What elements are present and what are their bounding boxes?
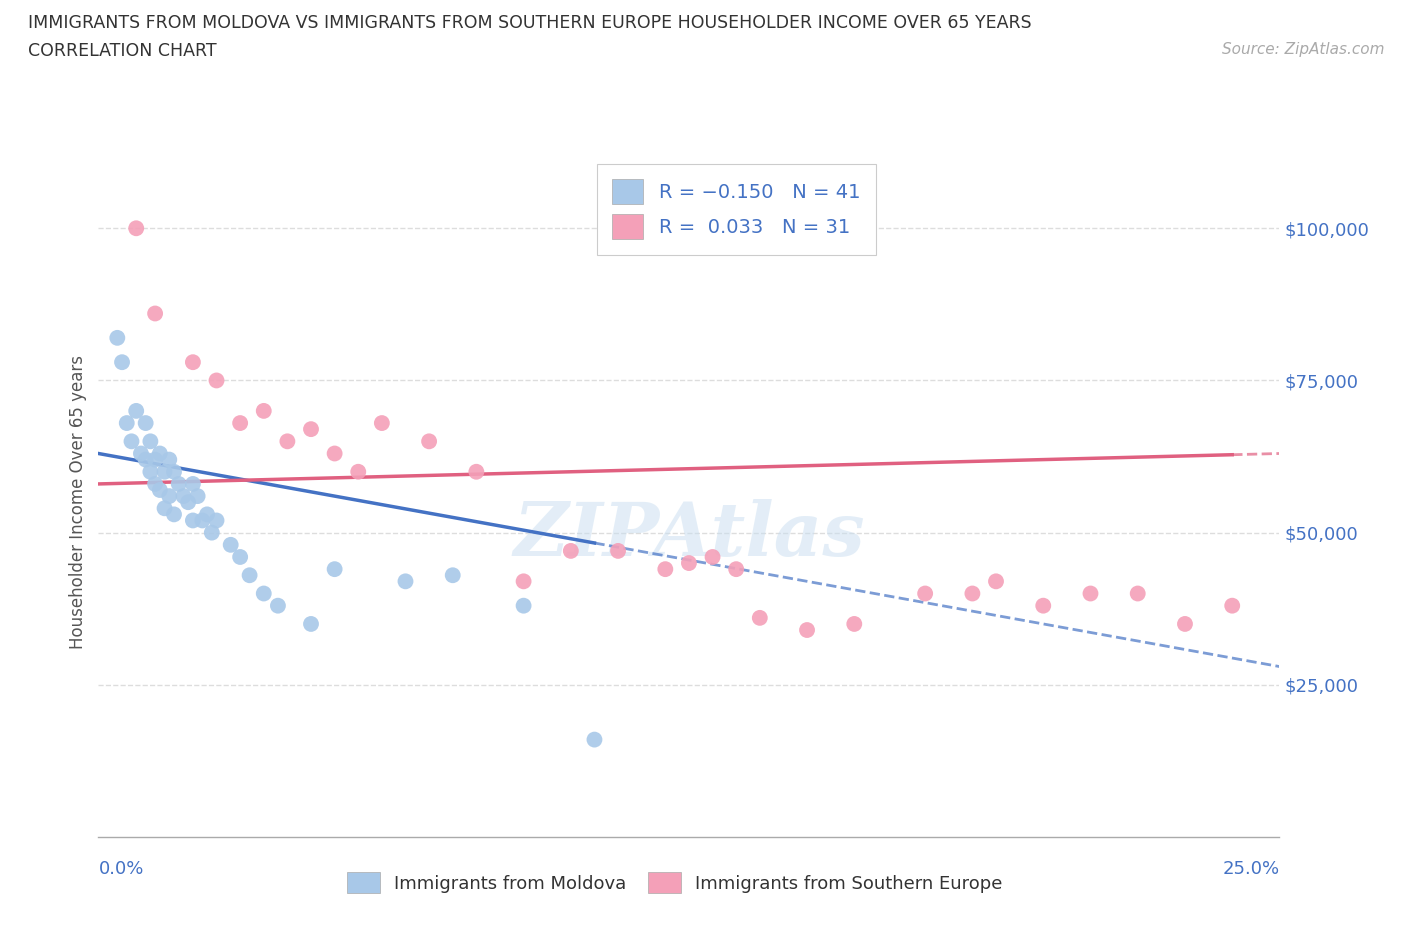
Point [153, 464, 176, 479]
Point [725, 562, 748, 577]
Point [347, 464, 370, 479]
Point [1080, 586, 1102, 601]
Point [153, 501, 176, 516]
Point [143, 306, 166, 321]
Point [111, 354, 134, 369]
Point [1126, 586, 1149, 601]
Point [139, 434, 162, 449]
Point [418, 434, 440, 449]
Point [512, 598, 534, 613]
Point [323, 446, 346, 461]
Point [276, 434, 298, 449]
Point [143, 476, 166, 491]
Point [105, 330, 128, 345]
Point [229, 416, 252, 431]
Point [371, 416, 394, 431]
Point [181, 354, 204, 369]
Point [796, 622, 818, 637]
Point [844, 617, 866, 631]
Point [187, 488, 209, 503]
Point [129, 446, 152, 461]
Point [125, 404, 148, 418]
Point [195, 507, 218, 522]
Point [512, 574, 534, 589]
Point [121, 434, 143, 449]
Point [205, 373, 228, 388]
Point [465, 464, 488, 479]
Point [191, 513, 214, 528]
Point [115, 416, 138, 431]
Point [914, 586, 936, 601]
Text: IMMIGRANTS FROM MOLDOVA VS IMMIGRANTS FROM SOUTHERN EUROPE HOUSEHOLDER INCOME OV: IMMIGRANTS FROM MOLDOVA VS IMMIGRANTS FR… [28, 14, 1032, 32]
Point [172, 488, 194, 503]
Point [177, 495, 200, 510]
Point [201, 525, 224, 540]
Text: 25.0%: 25.0% [1222, 860, 1279, 878]
Point [253, 586, 276, 601]
Y-axis label: Householder Income Over 65 years: Householder Income Over 65 years [69, 355, 87, 649]
Point [299, 617, 322, 631]
Point [163, 464, 186, 479]
Point [143, 452, 166, 467]
Point [678, 555, 700, 570]
Text: Source: ZipAtlas.com: Source: ZipAtlas.com [1222, 42, 1385, 57]
Point [239, 568, 262, 583]
Point [583, 732, 606, 747]
Point [139, 464, 162, 479]
Point [267, 598, 290, 613]
Point [157, 488, 180, 503]
Point [135, 452, 157, 467]
Point [163, 507, 186, 522]
Point [205, 513, 228, 528]
Point [654, 562, 676, 577]
Point [299, 421, 322, 436]
Point [181, 476, 204, 491]
Point [253, 404, 276, 418]
Point [149, 446, 172, 461]
Text: CORRELATION CHART: CORRELATION CHART [28, 42, 217, 60]
Point [219, 538, 242, 552]
Point [607, 543, 630, 558]
Point [181, 513, 204, 528]
Point [1220, 598, 1243, 613]
Point [984, 574, 1007, 589]
Text: 0.0%: 0.0% [98, 860, 143, 878]
Point [1174, 617, 1197, 631]
Legend: Immigrants from Moldova, Immigrants from Southern Europe: Immigrants from Moldova, Immigrants from… [339, 863, 1011, 902]
Point [149, 483, 172, 498]
Point [441, 568, 464, 583]
Point [167, 476, 190, 491]
Point [157, 452, 180, 467]
Point [1032, 598, 1054, 613]
Text: ZIPAtlas: ZIPAtlas [513, 499, 865, 572]
Point [748, 610, 770, 625]
Point [323, 562, 346, 577]
Point [560, 543, 582, 558]
Point [962, 586, 984, 601]
Point [702, 550, 724, 565]
Legend: R = −0.150   N = 41, R =  0.033   N = 31: R = −0.150 N = 41, R = 0.033 N = 31 [596, 164, 876, 255]
Point [394, 574, 416, 589]
Point [125, 220, 148, 235]
Point [135, 416, 157, 431]
Point [229, 550, 252, 565]
